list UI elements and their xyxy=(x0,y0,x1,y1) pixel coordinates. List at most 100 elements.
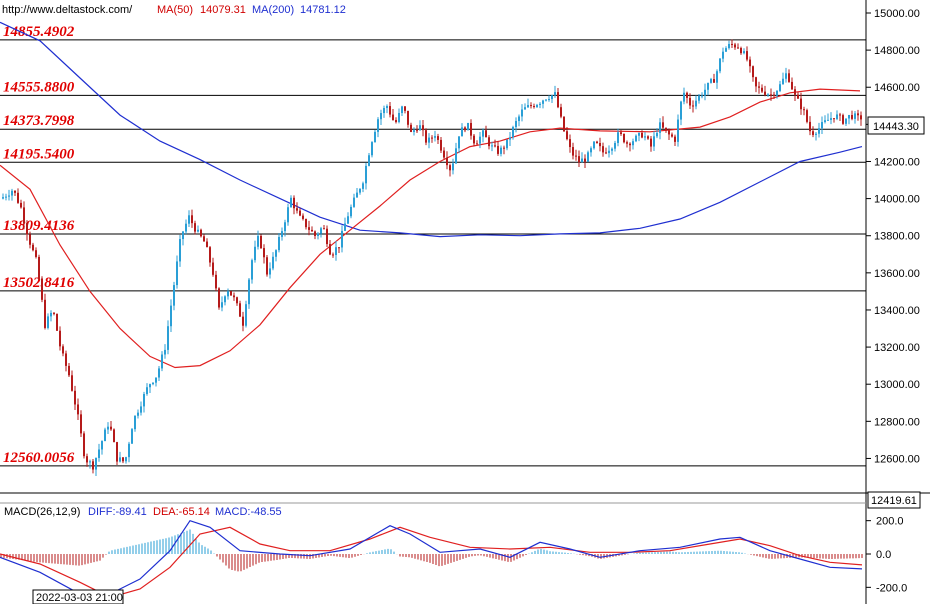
candle-body xyxy=(341,230,343,248)
candle-body xyxy=(167,326,169,350)
candle-body xyxy=(275,250,277,257)
ma200-line xyxy=(0,21,863,238)
price-tick-label: 14200.00 xyxy=(874,156,920,168)
candle-body xyxy=(104,429,106,442)
candle-body xyxy=(758,86,760,88)
candle-body xyxy=(740,47,742,54)
candle-body xyxy=(575,155,577,157)
candle-body xyxy=(419,125,421,131)
candle-body xyxy=(539,103,541,105)
candle-body xyxy=(158,368,160,378)
candle-body xyxy=(782,78,784,85)
price-tick-label: 13800.00 xyxy=(874,231,920,243)
candle-body xyxy=(383,107,385,114)
candle-body xyxy=(38,256,40,279)
candle-body xyxy=(23,207,25,224)
candle-body xyxy=(698,95,700,101)
candle-body xyxy=(770,94,772,96)
candle-body xyxy=(242,316,244,326)
price-tick-label: 12800.00 xyxy=(874,416,920,428)
dea-path xyxy=(0,526,863,598)
candle-body xyxy=(713,79,715,83)
candle-body xyxy=(287,207,289,223)
candle-body xyxy=(536,104,538,108)
candle-body xyxy=(743,51,745,54)
candle-body xyxy=(692,105,694,107)
candle-body xyxy=(89,461,91,463)
candle-body xyxy=(62,346,64,354)
candle-body xyxy=(398,112,400,123)
candle-body xyxy=(731,43,733,45)
candle-body xyxy=(245,304,247,326)
low-marker-label: 12419.61 xyxy=(871,495,917,507)
ma50-path xyxy=(0,88,861,369)
candle-body xyxy=(425,130,427,143)
candle-body xyxy=(362,183,364,189)
candle-body xyxy=(305,218,307,228)
candle-body xyxy=(344,223,346,231)
chart-header: http://www.deltastock.com/ MA(50) 14079.… xyxy=(2,4,346,16)
candle-body xyxy=(443,150,445,158)
candle-body xyxy=(545,99,547,101)
candle-body xyxy=(500,147,502,154)
candle-body xyxy=(413,130,415,132)
candle-body xyxy=(152,382,154,385)
candle-body xyxy=(842,115,844,124)
candle-body xyxy=(374,131,376,143)
candle-body xyxy=(335,247,337,256)
candle-body xyxy=(764,91,766,95)
site-label: http://www.deltastock.com/ xyxy=(2,4,133,16)
ma200-path xyxy=(0,21,863,238)
candle-body xyxy=(458,136,460,149)
candle-body xyxy=(821,122,823,129)
candle-body xyxy=(251,260,253,280)
candle-body xyxy=(149,384,151,388)
candle-body xyxy=(452,163,454,171)
candle-body xyxy=(254,246,256,261)
candle-body xyxy=(20,202,22,208)
candle-body xyxy=(248,279,250,305)
candle-body xyxy=(488,137,490,147)
candle-body xyxy=(686,92,688,98)
candle-body xyxy=(185,223,187,232)
price-tick-label: 15000.00 xyxy=(874,8,920,20)
candle-body xyxy=(752,66,754,78)
candle-body xyxy=(581,158,583,163)
candle-body xyxy=(806,110,808,122)
candle-body xyxy=(422,125,424,131)
candle-body xyxy=(824,120,826,123)
dea-line xyxy=(0,526,863,598)
candle-body xyxy=(467,122,469,131)
candle-body xyxy=(677,119,679,142)
candle-body xyxy=(395,120,397,123)
level-label: 14373.7998 xyxy=(3,113,75,129)
candle-body xyxy=(734,44,736,48)
candle-body xyxy=(503,147,505,149)
macd-header: MACD(26,12,9) DIFF:-89.41 DEA:-65.14 MAC… xyxy=(4,506,282,518)
candle-body xyxy=(110,426,112,430)
candle-body xyxy=(671,134,673,137)
candle-body xyxy=(674,136,676,142)
candle-body xyxy=(329,244,331,255)
candle-body xyxy=(476,143,478,145)
candle-body xyxy=(446,157,448,166)
candle-body xyxy=(524,107,526,110)
candle-body xyxy=(521,109,523,117)
candle-body xyxy=(815,133,817,135)
current-price-label: 14443.30 xyxy=(873,121,919,133)
candle-body xyxy=(482,130,484,137)
candle-body xyxy=(839,114,841,116)
macd-tick-label: -200.0 xyxy=(876,582,907,594)
candle-body xyxy=(803,109,805,111)
candle-body xyxy=(71,375,73,391)
candle-body xyxy=(701,95,703,97)
candle-body xyxy=(11,190,13,196)
candle-body xyxy=(512,127,514,138)
candle-body xyxy=(194,223,196,232)
candle-body xyxy=(296,208,298,211)
candle-body xyxy=(527,105,529,108)
candle-body xyxy=(80,414,82,434)
candle-body xyxy=(587,152,589,162)
candle-body xyxy=(509,137,511,140)
candle-body xyxy=(638,132,640,136)
